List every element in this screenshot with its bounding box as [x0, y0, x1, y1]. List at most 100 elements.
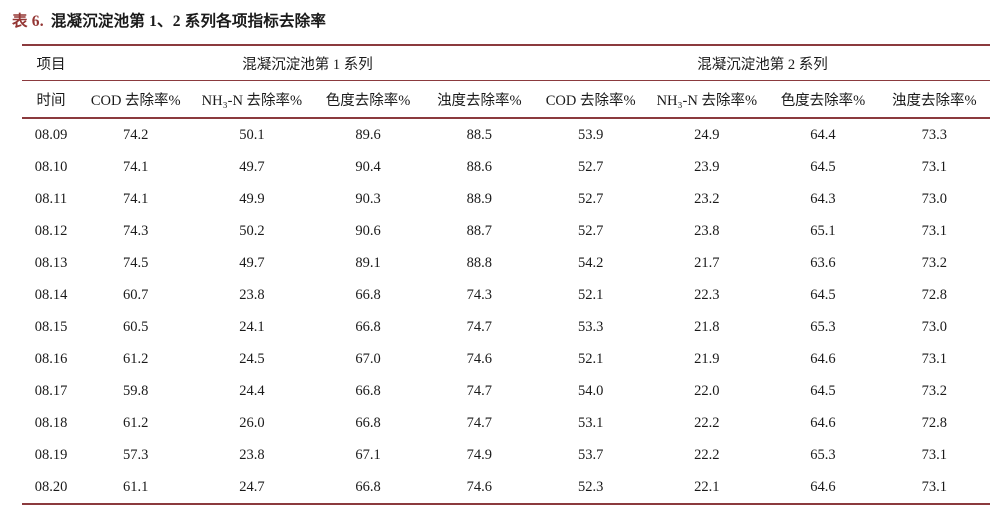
date-cell: 08.14	[34, 286, 68, 303]
table-row: 08.13 74.5 49.7 89.1 88.8 54.2 21.7 63.6 73.2	[22, 247, 990, 279]
column-header-cod-s1: COD 去除率%	[80, 80, 192, 119]
table-body: 08.09 74.2 50.1 89.6 88.5 53.9 24.9 64.4 73.3 08.…	[22, 118, 990, 504]
value-cell: 73.1	[921, 158, 947, 175]
value-cell: 26.0	[239, 414, 265, 431]
value-cell: 73.3	[921, 126, 947, 143]
value-cell: 67.1	[355, 446, 381, 463]
value-cell: 57.3	[123, 446, 149, 463]
date-cell: 08.10	[34, 158, 68, 175]
table-title-text: 混凝沉淀池第 1、2 系列各项指标去除率	[50, 13, 327, 30]
value-cell: 22.2	[694, 414, 720, 431]
value-cell: 88.9	[466, 190, 493, 207]
date-cell: 08.15	[34, 318, 68, 335]
value-cell: 23.8	[239, 446, 265, 463]
column-header-nh3n-s2: NH₃-N 去除率%	[646, 80, 768, 119]
table-row: 08.11 74.1 49.9 90.3 88.9 52.7 23.2 64.3 73.0	[22, 183, 990, 215]
value-cell: 64.3	[810, 190, 836, 207]
value-cell: 61.2	[123, 414, 149, 431]
value-cell: 73.0	[921, 190, 947, 207]
date-cell: 08.09	[34, 126, 68, 143]
date-cell: 08.20	[34, 478, 68, 495]
date-cell: 08.18	[34, 414, 68, 431]
value-cell: 74.3	[123, 222, 149, 239]
paper-page: 表 6. 混凝沉淀池第 1、2 系列各项指标去除率 项目 混凝沉淀池第 1 系列 …	[12, 13, 990, 505]
table-row: 08.16 61.2 24.5 67.0 74.6 52.1 21.9 64.6 73.1	[22, 343, 990, 375]
value-cell: 24.1	[239, 318, 265, 335]
value-cell: 21.9	[694, 350, 720, 367]
column-header-cod-s2: COD 去除率%	[535, 80, 647, 119]
table-row: 08.15 60.5 24.1 66.8 74.7 53.3 21.8 65.3 73.0	[22, 311, 990, 343]
column-header-turbidity-s2: 浊度去除率%	[878, 80, 990, 119]
header-series2-label: 混凝沉淀池第 2 系列	[535, 45, 990, 81]
value-cell: 52.3	[577, 478, 604, 495]
value-cell: 74.6	[466, 478, 493, 495]
value-cell: 53.9	[577, 126, 604, 143]
value-cell: 65.3	[810, 446, 836, 463]
value-cell: 22.2	[694, 446, 720, 463]
value-cell: 49.9	[239, 190, 265, 207]
value-cell: 74.7	[466, 318, 493, 335]
value-cell: 74.6	[466, 350, 493, 367]
table-row: 08.18 61.2 26.0 66.8 74.7 53.1 22.2 64.6 72.8	[22, 407, 990, 439]
table-row: 08.17 59.8 24.4 66.8 74.7 54.0 22.0 64.5 73.2	[22, 375, 990, 407]
value-cell: 52.7	[577, 190, 604, 207]
value-cell: 74.1	[123, 158, 149, 175]
value-cell: 49.7	[239, 254, 265, 271]
value-cell: 52.7	[577, 158, 604, 175]
column-header-time: 时间	[22, 80, 81, 119]
value-cell: 23.8	[694, 222, 720, 239]
table-row: 08.19 57.3 23.8 67.1 74.9 53.7 22.2 65.3 73.1	[22, 439, 990, 471]
date-cell: 08.12	[34, 222, 68, 239]
table-row: 08.09 74.2 50.1 89.6 88.5 53.9 24.9 64.4 73.3	[22, 118, 990, 151]
value-cell: 64.4	[810, 126, 836, 143]
value-cell: 52.7	[577, 222, 604, 239]
value-cell: 64.6	[810, 350, 836, 367]
value-cell: 90.6	[355, 222, 381, 239]
value-cell: 23.2	[694, 190, 720, 207]
value-cell: 88.5	[466, 126, 493, 143]
value-cell: 21.8	[694, 318, 720, 335]
value-cell: 59.8	[123, 382, 149, 399]
value-cell: 74.7	[466, 414, 493, 431]
value-cell: 73.1	[921, 350, 947, 367]
value-cell: 21.7	[694, 254, 720, 271]
table-row: 08.20 61.1 24.7 66.8 74.6 52.3 22.1 64.6 73.1	[22, 471, 990, 504]
value-cell: 49.7	[239, 158, 265, 175]
value-cell: 88.7	[466, 222, 493, 239]
value-cell: 24.7	[239, 478, 265, 495]
value-cell: 89.1	[355, 254, 381, 271]
value-cell: 22.3	[694, 286, 720, 303]
value-cell: 66.8	[355, 478, 381, 495]
value-cell: 65.3	[810, 318, 836, 335]
column-header-turbidity-s1: 浊度去除率%	[423, 80, 536, 119]
table-row: 08.12 74.3 50.2 90.6 88.7 52.7 23.8 65.1 73.1	[22, 215, 990, 247]
value-cell: 73.2	[921, 254, 947, 271]
value-cell: 61.1	[123, 478, 149, 495]
table-row: 08.14 60.7 23.8 66.8 74.3 52.1 22.3 64.5 72.8	[22, 279, 990, 311]
value-cell: 63.6	[810, 254, 836, 271]
removal-rate-table: 项目 混凝沉淀池第 1 系列 混凝沉淀池第 2 系列 时间 COD 去除率% N…	[22, 44, 990, 505]
value-cell: 54.2	[577, 254, 604, 271]
value-cell: 74.1	[123, 190, 149, 207]
value-cell: 66.8	[355, 414, 381, 431]
value-cell: 52.1	[577, 286, 604, 303]
header-item-label: 项目	[22, 45, 81, 81]
value-cell: 74.5	[123, 254, 149, 271]
value-cell: 73.1	[921, 222, 947, 239]
table-column-header-row: 时间 COD 去除率% NH₃-N 去除率% 色度去除率% 浊度去除率% COD…	[22, 80, 990, 119]
date-cell: 08.17	[34, 382, 68, 399]
value-cell: 73.2	[921, 382, 947, 399]
value-cell: 50.1	[239, 126, 265, 143]
table-group-header-row: 项目 混凝沉淀池第 1 系列 混凝沉淀池第 2 系列	[22, 45, 990, 81]
value-cell: 74.3	[466, 286, 493, 303]
date-cell: 08.19	[34, 446, 68, 463]
value-cell: 66.8	[355, 286, 381, 303]
value-cell: 88.6	[466, 158, 493, 175]
value-cell: 50.2	[239, 222, 265, 239]
value-cell: 72.8	[921, 286, 947, 303]
value-cell: 72.8	[921, 414, 947, 431]
value-cell: 22.0	[694, 382, 720, 399]
value-cell: 73.0	[921, 318, 947, 335]
value-cell: 88.8	[466, 254, 493, 271]
value-cell: 89.6	[355, 126, 381, 143]
